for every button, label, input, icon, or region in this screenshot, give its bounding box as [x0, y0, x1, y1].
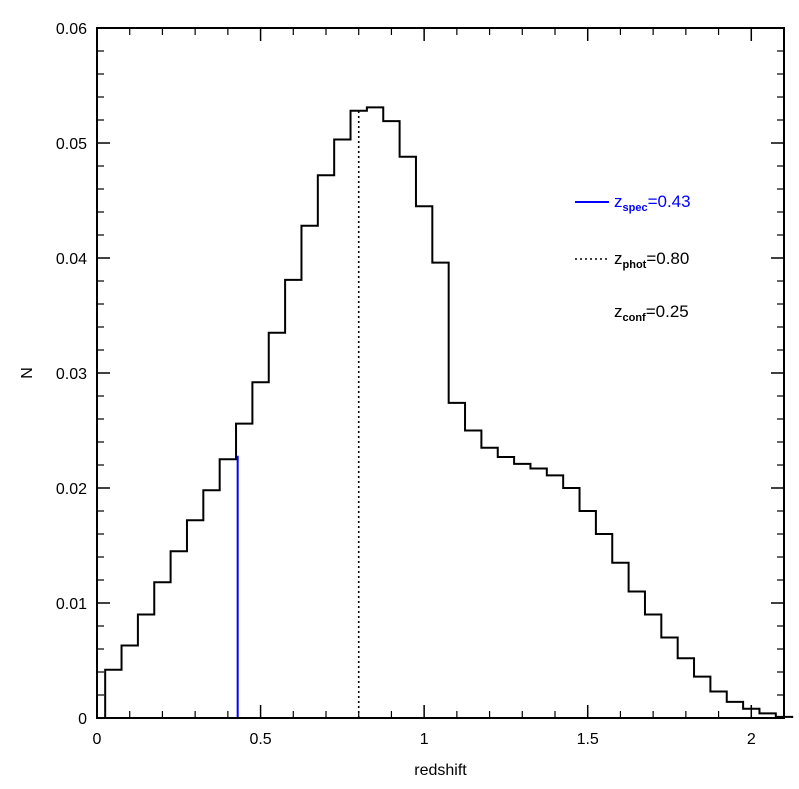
histogram-bin [252, 382, 268, 718]
histogram-bin [449, 403, 465, 718]
histogram-bin [563, 488, 579, 718]
y-tick-label: 0.03 [56, 366, 87, 383]
histogram-bin [105, 670, 121, 718]
histogram-bin [530, 468, 546, 718]
x-tick-label: 0.5 [249, 731, 271, 748]
histogram-bin [269, 333, 285, 718]
histogram-bin [171, 551, 187, 718]
legend-label-conf: zconf=0.25 [614, 302, 689, 324]
legend-label-phot: zphot=0.80 [614, 249, 689, 271]
histogram-layer [104, 106, 794, 719]
x-axis-title: redshift [414, 762, 467, 779]
x-tick-label: 0 [93, 731, 102, 748]
histogram-bin [301, 226, 317, 718]
histogram-bin [334, 140, 350, 718]
histogram-bin [678, 658, 694, 718]
histogram-bin [514, 464, 530, 718]
histogram-bin [203, 490, 219, 718]
histogram-bin [629, 592, 645, 719]
y-tick-label: 0.02 [56, 481, 87, 498]
histogram-bin [612, 563, 628, 718]
histogram-bin [416, 206, 432, 718]
y-tick-label: 0.05 [56, 136, 87, 153]
y-tick-label: 0.04 [56, 251, 87, 268]
histogram-bin [432, 263, 448, 718]
tick-layer: 0 0.5 1 1.5 2 0 0.01 0.02 0.03 0.04 0.05 0.06 [56, 21, 784, 748]
y-axis-title: N [19, 367, 36, 379]
x-tick-label: 1.5 [577, 731, 599, 748]
histogram-bin [727, 702, 743, 718]
x-tick-label: 2 [747, 731, 756, 748]
histogram-bin [596, 534, 612, 718]
histogram-bin [220, 459, 236, 718]
histogram-bin [400, 157, 416, 718]
histogram-bin [465, 431, 481, 719]
legend: zspec=0.43 zphot=0.80 zconf=0.25 [575, 192, 691, 324]
histogram-bin [547, 475, 563, 718]
vline-layer [236, 110, 360, 718]
x-tick-label: 1 [420, 731, 429, 748]
histogram-bin [645, 615, 661, 719]
histogram-bin [367, 107, 383, 718]
histogram-bin [498, 457, 514, 718]
histogram-bin [187, 520, 203, 718]
histogram-bin [318, 175, 334, 718]
histogram-bin [481, 448, 497, 718]
histogram-bin [138, 615, 154, 719]
y-tick-label: 0.01 [56, 596, 87, 613]
y-tick-label: 0.06 [56, 21, 87, 38]
histogram-bin [694, 677, 710, 718]
histogram-bin [383, 121, 399, 718]
histogram-bin [285, 280, 301, 718]
histogram-bin [154, 582, 170, 718]
histogram-bin [122, 646, 138, 718]
histogram-bin [580, 511, 596, 718]
histogram-outline [104, 106, 794, 718]
histogram-bin [661, 638, 677, 719]
legend-label-spec: zspec=0.43 [614, 192, 691, 214]
y-tick-label: 0 [78, 711, 87, 728]
